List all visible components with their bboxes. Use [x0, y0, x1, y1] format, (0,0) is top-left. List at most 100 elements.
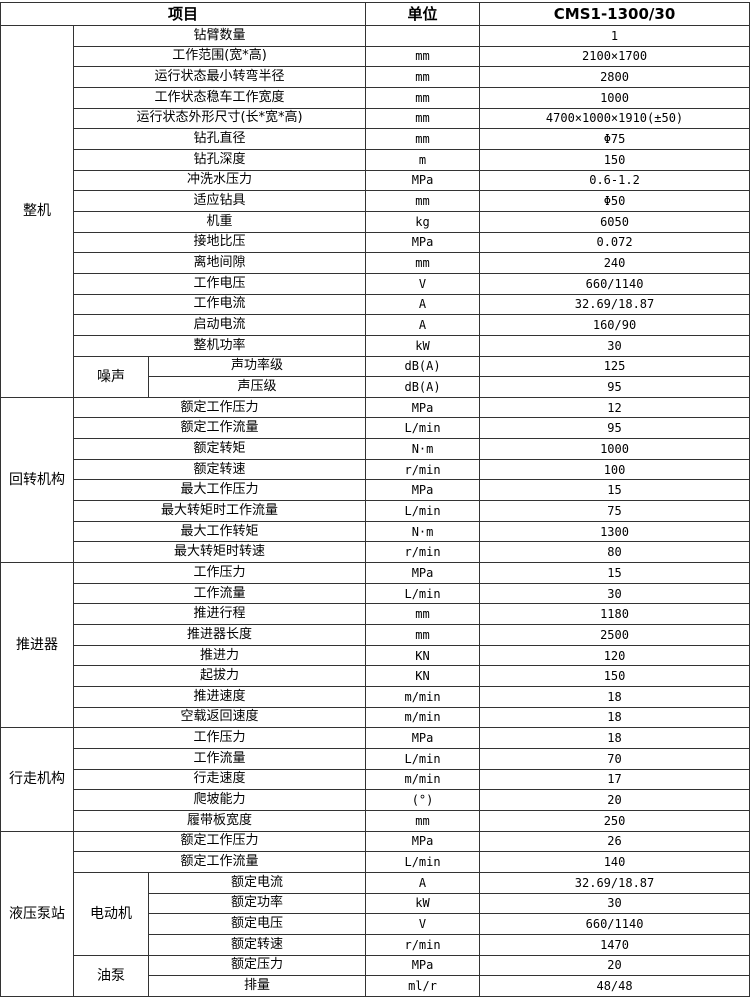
value-cell: 70 [479, 747, 750, 770]
value-cell: 0.6-1.2 [479, 169, 750, 192]
value-cell: 100 [479, 458, 750, 481]
unit-cell: m/min [365, 768, 481, 791]
item-name: 运行状态最小转弯半径 [72, 66, 367, 88]
item-name: 工作状态稳车工作宽度 [72, 86, 367, 109]
value-cell: 160/90 [479, 314, 750, 336]
unit-cell: mm [365, 86, 481, 109]
unit-cell: mm [365, 45, 481, 68]
unit-cell: kW [365, 892, 481, 915]
table-row: 适应钻具 mm Φ50 [1, 190, 750, 212]
table-row: 离地间隙 mm 240 [1, 252, 750, 274]
group-label: 整机 [0, 25, 74, 398]
item-name: 工作压力 [72, 562, 367, 584]
item-name: 接地比压 [72, 231, 367, 254]
unit-cell: kg [365, 210, 481, 233]
value-cell: 1000 [479, 86, 750, 109]
item-name: 额定工作压力 [72, 396, 367, 419]
table-row: 接地比压 MPa 0.072 [1, 231, 750, 254]
unit-cell: MPa [365, 562, 481, 584]
item-name: 钻孔直径 [72, 128, 367, 150]
unit-cell: KN [365, 665, 481, 687]
table-row: 油泵 额定压力 MPa 20 [1, 954, 750, 997]
unit-cell: N·m [365, 438, 481, 460]
item-name: 声压级 [147, 376, 367, 398]
table-row: 工作范围(宽*高) mm 2100×1700 [1, 45, 750, 68]
value-cell: 1300 [479, 520, 750, 543]
table-row: 工作流量 L/min 30 [1, 582, 750, 605]
item-name: 工作流量 [72, 582, 367, 605]
unit-cell: L/min [365, 417, 481, 440]
table-row: 额定转速 r/min 1470 [1, 933, 750, 956]
table-row: 推进速度 m/min 18 [1, 686, 750, 708]
unit-cell [365, 25, 481, 47]
unit-cell: dB(A) [365, 355, 481, 378]
value-cell: 26 [479, 830, 750, 853]
unit-cell: r/min [365, 458, 481, 481]
value-cell: 12 [479, 396, 750, 419]
value-cell: 120 [479, 644, 750, 667]
value-cell: 48/48 [479, 975, 750, 997]
table-row: 最大工作压力 MPa 15 [1, 479, 750, 502]
item-name: 额定电流 [147, 871, 367, 894]
item-name: 最大工作转矩 [72, 520, 367, 543]
spec-body: 整机 钻臂数量 1 工作范围(宽*高) mm 2100×1700 运行状态最小转弯半径 mm 2… [0, 25, 750, 997]
value-cell: 1180 [479, 603, 750, 626]
table-row: 起拔力 KN 150 [1, 665, 750, 687]
item-name: 履带板宽度 [72, 809, 367, 832]
table-row: 工作流量 L/min 70 [1, 747, 750, 770]
unit-cell: mm [365, 190, 481, 212]
item-name: 最大转矩时转速 [72, 541, 367, 564]
table-row: 运行状态最小转弯半径 mm 2800 [1, 66, 750, 88]
item-name: 空载返回速度 [72, 706, 367, 729]
item-name: 机重 [72, 210, 367, 233]
item-name: 额定工作压力 [72, 830, 367, 853]
item-name: 运行状态外形尺寸(长*宽*高) [72, 107, 367, 130]
item-name: 推进行程 [72, 603, 367, 626]
item-name: 额定功率 [147, 892, 367, 915]
value-cell: 95 [479, 376, 750, 398]
unit-cell: L/min [365, 851, 481, 873]
item-name: 爬坡能力 [72, 789, 367, 811]
value-cell: 18 [479, 706, 750, 729]
table-row: 额定功率 kW 30 [1, 892, 750, 915]
value-cell: 17 [479, 768, 750, 791]
unit-cell: L/min [365, 582, 481, 605]
item-name: 整机功率 [72, 334, 367, 357]
value-cell: 660/1140 [479, 272, 750, 295]
value-cell: 30 [479, 582, 750, 605]
unit-cell: mm [365, 809, 481, 832]
item-name: 最大转矩时工作流量 [72, 500, 367, 522]
unit-cell: L/min [365, 747, 481, 770]
table-row: 推进器长度 mm 2500 [1, 624, 750, 646]
item-name: 额定压力 [147, 954, 367, 977]
table-row: 最大转矩时转速 r/min 80 [1, 541, 750, 564]
value-cell: 240 [479, 252, 750, 274]
item-name: 行走速度 [72, 768, 367, 791]
table-row: 运行状态外形尺寸(长*宽*高) mm 4700×1000×1910(±50) [1, 107, 750, 130]
unit-cell: mm [365, 66, 481, 88]
table-row: 额定转速 r/min 100 [1, 458, 750, 481]
table-row: 工作电流 A 32.69/18.87 [1, 293, 750, 316]
value-cell: 0.072 [479, 231, 750, 254]
unit-cell: m [365, 148, 481, 171]
table-row: 液压泵站 额定工作压力 MPa 26 [0, 830, 750, 997]
group-label: 行走机构 [0, 727, 74, 832]
table-row: 工作电压 V 660/1140 [1, 272, 750, 295]
item-name: 额定转速 [72, 458, 367, 481]
unit-cell: MPa [365, 231, 481, 254]
header-model: CMS1-1300/30 [479, 2, 750, 26]
unit-cell: dB(A) [365, 376, 481, 398]
table-row: 启动电流 A 160/90 [1, 314, 750, 336]
value-cell: 250 [479, 809, 750, 832]
unit-cell: A [365, 293, 481, 316]
table-row: 噪声 声功率级 dB(A) 125 [1, 355, 750, 398]
value-cell: 150 [479, 148, 750, 171]
table-row: 整机功率 kW 30 [1, 334, 750, 357]
item-name: 启动电流 [72, 314, 367, 336]
table-row: 额定转矩 N·m 1000 [1, 438, 750, 460]
item-name: 钻孔深度 [72, 148, 367, 171]
unit-cell: kW [365, 334, 481, 357]
table-row: 额定工作流量 L/min 95 [1, 417, 750, 440]
table-row: 钻孔直径 mm Φ75 [1, 128, 750, 150]
unit-cell: V [365, 913, 481, 935]
